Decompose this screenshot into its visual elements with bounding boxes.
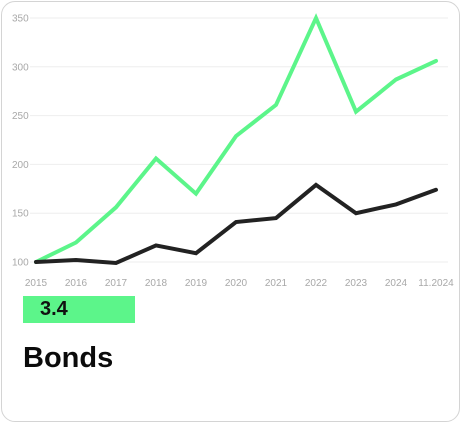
value-badge: 3.4 — [23, 296, 135, 323]
x-tick-label: 2021 — [265, 278, 288, 289]
series-line-1 — [34, 13, 438, 264]
x-tick-label: 2024 — [385, 278, 408, 289]
x-tick-label: 2018 — [145, 278, 168, 289]
x-tick-label: 2022 — [305, 278, 328, 289]
y-tick-label: 150 — [12, 209, 29, 220]
x-tick-label: 2023 — [345, 278, 368, 289]
y-tick-label: 300 — [12, 62, 29, 73]
x-tick-label: 2015 — [25, 278, 48, 289]
y-tick-label: 350 — [12, 14, 29, 25]
y-tick-label: 200 — [12, 160, 29, 171]
x-tick-label: 11.2024 — [418, 278, 454, 289]
x-tick-label: 2019 — [185, 278, 208, 289]
y-tick-label: 250 — [12, 111, 29, 122]
series-line-2 — [34, 182, 438, 266]
x-tick-label: 2020 — [225, 278, 248, 289]
x-tick-label: 2017 — [105, 278, 128, 289]
y-tick-label: 100 — [12, 258, 29, 269]
card-title: Bonds — [23, 342, 114, 374]
x-tick-label: 2016 — [65, 278, 88, 289]
line-chart: 100 150 200 250 300 350 2015 2016 2017 2018 2019 2… — [12, 13, 454, 289]
